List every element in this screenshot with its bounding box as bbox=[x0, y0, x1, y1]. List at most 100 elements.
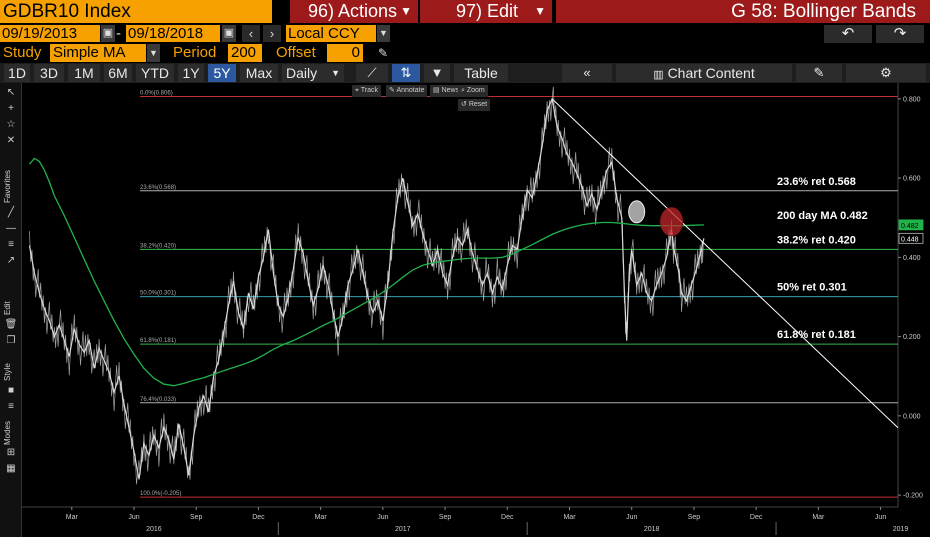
x-tick-label: Dec bbox=[252, 514, 265, 521]
range-ytd-button[interactable]: YTD bbox=[136, 64, 174, 82]
fib-level-label: 23.6%(0.568) bbox=[140, 185, 176, 191]
grid-icon[interactable]: ▦ bbox=[6, 463, 16, 474]
chart-canvas[interactable]: 0.800 0.600 0.400 0.200 0.000 -0.200 Mar Jun Sep… bbox=[22, 83, 930, 537]
edit-menu-button[interactable]: 97) Edit ▼ bbox=[420, 0, 552, 23]
pencil-icon[interactable]: ✎ bbox=[377, 46, 389, 60]
currency-field[interactable]: Local CCY bbox=[286, 25, 376, 42]
period-label: Period bbox=[173, 44, 217, 61]
crosshair-icon[interactable]: + bbox=[8, 103, 14, 114]
range-max-button[interactable]: Max bbox=[240, 64, 278, 82]
frequency-dropdown[interactable]: Daily ▼ bbox=[282, 64, 344, 82]
chevron-right-icon[interactable]: › bbox=[263, 25, 281, 42]
chart-icon: ▥ bbox=[653, 69, 664, 81]
x-year-label: 2017 bbox=[395, 526, 411, 533]
undo-icon[interactable]: ↶ bbox=[824, 25, 872, 43]
study-title: G 58: Bollinger Bands bbox=[556, 0, 930, 23]
start-date-field[interactable]: 09/19/2013 bbox=[0, 25, 100, 42]
table-button[interactable]: Table bbox=[454, 64, 508, 82]
news-label: News bbox=[441, 87, 460, 94]
range-1y-button[interactable]: 1Y bbox=[178, 64, 204, 82]
y-tick-label: 0.000 bbox=[903, 413, 921, 420]
x-year-label: 2018 bbox=[644, 526, 660, 533]
line-style-icon[interactable]: ≡ bbox=[8, 401, 14, 412]
study-bar: Study Simple MA ▼ Period 200 Offset 0 ✎ bbox=[0, 43, 930, 63]
x-tick-label: Jun bbox=[875, 514, 886, 521]
mode-icon[interactable]: ⊞ bbox=[6, 447, 16, 458]
annotation-label: 61.8% ret 0.181 bbox=[777, 329, 856, 341]
track-button[interactable]: ⌖ Track bbox=[352, 85, 382, 97]
fib-level-label: 50.0%(0.301) bbox=[140, 291, 176, 297]
redo-icon[interactable]: ↷ bbox=[876, 25, 924, 43]
y-tick-label: 0.600 bbox=[903, 176, 921, 183]
x-tick-label: Mar bbox=[66, 514, 79, 521]
last-value-tag bbox=[898, 232, 924, 244]
chevron-left-icon[interactable]: ‹ bbox=[242, 25, 260, 42]
x-tick-label: Jun bbox=[128, 514, 139, 521]
price-noise-line bbox=[29, 86, 704, 485]
chart-content-label: Chart Content bbox=[667, 65, 755, 81]
channel-icon[interactable]: ≡ bbox=[8, 239, 14, 250]
chart-content-button[interactable]: ▥ Chart Content bbox=[616, 64, 792, 82]
edit-label-vertical: Edit bbox=[3, 301, 12, 315]
range-3d-button[interactable]: 3D bbox=[34, 64, 64, 82]
period-field[interactable]: 200 bbox=[228, 44, 262, 62]
annotate-button[interactable]: ✎ Annotate bbox=[386, 85, 428, 97]
last-value-tag bbox=[898, 219, 924, 231]
reset-button[interactable]: ↺ Reset bbox=[458, 99, 491, 111]
offset-label: Offset bbox=[276, 44, 316, 61]
offset-field[interactable]: 0 bbox=[327, 44, 363, 62]
x-tick-label: Mar bbox=[563, 514, 576, 521]
range-1m-button[interactable]: 1M bbox=[68, 64, 100, 82]
trendline-icon[interactable]: ╱ bbox=[7, 207, 15, 218]
hline-icon[interactable]: — bbox=[6, 223, 16, 234]
actions-menu-button[interactable]: 96) Actions ▼ bbox=[290, 0, 418, 23]
x-tick-label: Sep bbox=[190, 514, 203, 521]
line-chart-icon[interactable]: ⟋ bbox=[356, 64, 388, 82]
calendar-icon[interactable]: ▣ bbox=[101, 25, 115, 42]
cursor-icon[interactable]: ↖ bbox=[6, 87, 16, 98]
x-year-label: 2016 bbox=[146, 526, 162, 533]
date-separator: - bbox=[116, 25, 121, 42]
currency-dropdown-icon[interactable]: ▼ bbox=[377, 25, 390, 42]
fib-level-label: 61.8%(0.181) bbox=[140, 338, 176, 344]
range-6m-button[interactable]: 6M bbox=[104, 64, 132, 82]
x-tick-label: Mar bbox=[315, 514, 328, 521]
track-label: Track bbox=[360, 87, 379, 94]
study-dropdown-icon[interactable]: ▼ bbox=[147, 44, 160, 62]
trash-icon[interactable]: 🗑 bbox=[4, 319, 18, 330]
range-1d-button[interactable]: 1D bbox=[4, 64, 30, 82]
double-chevron-left-icon[interactable]: « bbox=[562, 64, 612, 82]
star-icon[interactable]: ☆ bbox=[6, 119, 16, 130]
calendar-icon[interactable]: ▣ bbox=[222, 25, 236, 42]
end-date-field[interactable]: 09/18/2018 bbox=[126, 25, 220, 42]
news-button[interactable]: ▤ News bbox=[430, 85, 463, 97]
last-value-label: 0.482 bbox=[901, 223, 919, 230]
drawing-toolbar: ↖ + ☆ ✕ Favorites ╱ — ≡ ↗ Edit 🗑 ❐ Style… bbox=[0, 83, 22, 537]
last-value-label: 0.448 bbox=[901, 236, 919, 243]
fib-level-label: 76.4%(0.033) bbox=[140, 397, 176, 403]
highlight-circle bbox=[628, 200, 646, 224]
chart-type-dropdown-icon[interactable]: ▼ bbox=[424, 64, 450, 82]
fib-level-label: 0.0%(0.806) bbox=[140, 90, 173, 96]
frequency-caret-icon: ▼ bbox=[331, 68, 340, 78]
study-type-field[interactable]: Simple MA bbox=[50, 44, 146, 62]
color-icon[interactable]: ■ bbox=[7, 385, 15, 396]
annotate-label: Annotate bbox=[396, 87, 425, 94]
gear-icon[interactable]: ⚙ bbox=[846, 64, 926, 82]
cross-icon[interactable]: ✕ bbox=[6, 135, 16, 146]
x-tick-label: Jun bbox=[377, 514, 388, 521]
edit-chart-icon[interactable]: ✎ bbox=[796, 64, 842, 82]
annotation-label: 23.6% ret 0.568 bbox=[777, 176, 856, 188]
copy-icon[interactable]: ❐ bbox=[6, 335, 16, 346]
chart-type-icon[interactable]: ⇅ bbox=[392, 64, 420, 82]
frequency-label: Daily bbox=[286, 65, 318, 81]
range-5y-button[interactable]: 5Y bbox=[208, 64, 236, 82]
fib-level-label: 100.0%(-0.205) bbox=[140, 491, 181, 497]
annotation-label: 50% ret 0.301 bbox=[777, 282, 847, 294]
arrow-icon[interactable]: ↗ bbox=[6, 255, 16, 266]
date-bar: 09/19/2013 ▣ - 09/18/2018 ▣ ‹ › Local CC… bbox=[0, 24, 930, 43]
actions-caret-icon: ▼ bbox=[400, 4, 412, 18]
ticker-field[interactable]: GDBR10 Index bbox=[0, 0, 272, 23]
annotation-label: 38.2% ret 0.420 bbox=[777, 234, 856, 246]
zoom-button[interactable]: ⌕ Zoom bbox=[458, 85, 488, 97]
